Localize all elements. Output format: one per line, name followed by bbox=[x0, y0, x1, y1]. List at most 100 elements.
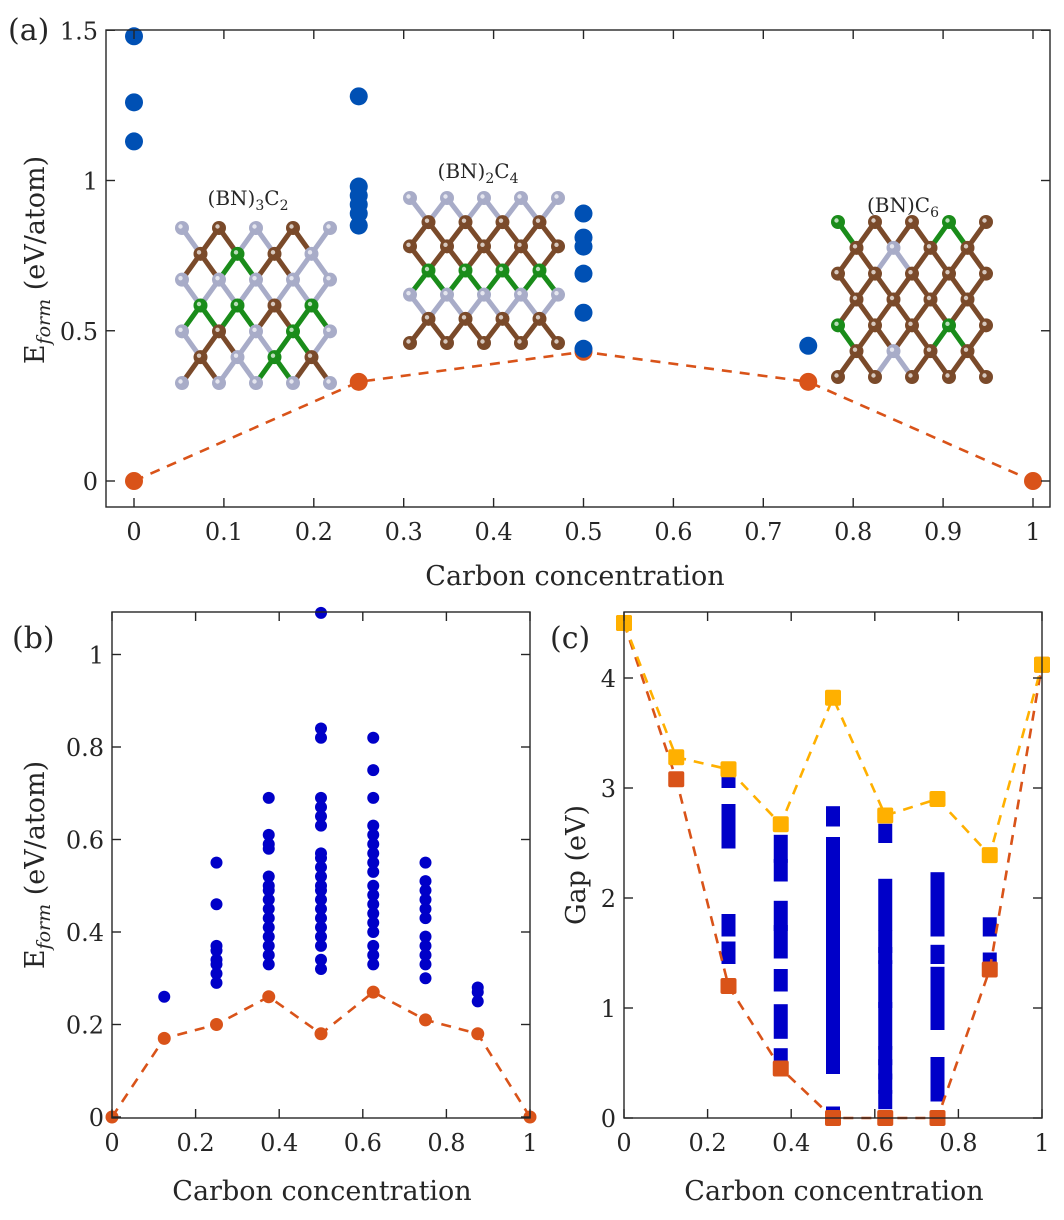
data-point bbox=[720, 978, 737, 994]
data-point bbox=[349, 87, 368, 106]
data-point-band bbox=[878, 1073, 893, 1094]
x-tick-label: 0 bbox=[104, 1129, 119, 1157]
data-point bbox=[349, 372, 368, 391]
data-point bbox=[262, 842, 275, 855]
data-point bbox=[315, 791, 327, 804]
atom-highlight bbox=[480, 290, 485, 296]
data-point bbox=[574, 303, 593, 322]
data-point bbox=[367, 828, 380, 841]
data-point bbox=[981, 961, 998, 978]
data-point-band bbox=[826, 922, 840, 1000]
x-tick-label: 0.8 bbox=[939, 1129, 977, 1157]
data-point bbox=[262, 870, 275, 883]
data-point bbox=[315, 801, 327, 814]
panel-c-x-axis-title: Carbon concentration bbox=[684, 1176, 983, 1207]
atom-highlight bbox=[178, 275, 183, 281]
panel-a-x-axis-title: Carbon concentration bbox=[425, 561, 724, 592]
atom-highlight bbox=[233, 301, 239, 307]
data-point bbox=[367, 916, 380, 929]
data-point bbox=[262, 921, 275, 934]
data-point bbox=[315, 606, 327, 619]
x-tick-label: 1 bbox=[522, 1129, 537, 1157]
data-point-band bbox=[826, 806, 840, 827]
y-tick-label: 2 bbox=[601, 885, 616, 913]
data-point bbox=[262, 990, 276, 1004]
atom-highlight bbox=[270, 353, 276, 358]
data-point bbox=[262, 949, 275, 962]
data-point-band bbox=[826, 837, 840, 879]
data-point-band bbox=[721, 804, 736, 830]
y-tick-label: 1 bbox=[83, 168, 98, 196]
data-point bbox=[367, 764, 380, 777]
x-tick-label: 0.8 bbox=[834, 518, 872, 546]
x-tick-label: 0.6 bbox=[856, 1129, 894, 1157]
y-tick-label: 0 bbox=[601, 1105, 616, 1133]
data-point bbox=[125, 93, 143, 112]
data-point bbox=[471, 995, 484, 1008]
data-point bbox=[471, 986, 484, 999]
atom-highlight bbox=[196, 353, 202, 358]
data-point bbox=[825, 689, 841, 706]
data-point bbox=[315, 722, 327, 735]
data-point-band bbox=[930, 1071, 945, 1102]
data-point bbox=[158, 990, 171, 1003]
data-point-band bbox=[878, 1002, 893, 1050]
y-tick-label: 1.5 bbox=[60, 17, 98, 45]
series-line-convex-hull bbox=[110, 990, 532, 1118]
data-point bbox=[315, 884, 327, 897]
x-tick-label: 0 bbox=[616, 1129, 631, 1157]
atom-highlight bbox=[517, 339, 522, 344]
atom-highlight bbox=[889, 347, 895, 352]
data-point bbox=[877, 807, 894, 824]
data-point bbox=[419, 902, 432, 915]
x-tick-label: 0.2 bbox=[295, 518, 333, 546]
inset-label-sub: 6 bbox=[930, 205, 939, 221]
panel-b-y-axis-title: Eform (eV/atom) bbox=[20, 761, 55, 969]
data-point-band bbox=[773, 1048, 788, 1063]
atom-highlight bbox=[982, 321, 987, 327]
data-point bbox=[262, 828, 275, 841]
inset-label-part: C bbox=[264, 186, 279, 210]
atom-highlight bbox=[307, 250, 313, 255]
data-point bbox=[367, 731, 380, 744]
data-point-band bbox=[930, 1057, 945, 1074]
data-point bbox=[210, 898, 223, 911]
panel-b-marks bbox=[105, 606, 537, 1124]
atom-highlight bbox=[307, 301, 313, 307]
data-point bbox=[1024, 472, 1042, 490]
data-point bbox=[419, 939, 432, 952]
panel-a-frame bbox=[105, 29, 1051, 508]
atom-highlight bbox=[406, 339, 411, 344]
y-tick-label: 0 bbox=[83, 468, 98, 496]
atom-highlight bbox=[554, 339, 559, 344]
atom-highlight bbox=[406, 194, 411, 199]
data-point bbox=[315, 861, 327, 874]
data-point bbox=[772, 1060, 789, 1077]
data-point-band bbox=[878, 823, 893, 843]
data-point bbox=[262, 791, 275, 804]
atom-highlight bbox=[443, 290, 448, 296]
atom-highlight bbox=[889, 295, 895, 301]
inset-label-part: (BN) bbox=[438, 159, 486, 183]
data-point-band bbox=[930, 980, 945, 1030]
atom-highlight bbox=[252, 275, 257, 281]
atom-highlight bbox=[889, 244, 895, 249]
data-point bbox=[315, 893, 327, 906]
data-point bbox=[262, 884, 275, 897]
atom-highlight bbox=[963, 347, 969, 352]
atom-highlight bbox=[480, 339, 485, 344]
y-tick-label: 0.2 bbox=[66, 1012, 104, 1040]
x-tick-label: 0.7 bbox=[744, 518, 782, 546]
atom-highlight bbox=[554, 242, 559, 248]
atom-highlight bbox=[252, 379, 257, 384]
panel-c-label: (c) bbox=[550, 621, 590, 656]
atom-highlight bbox=[945, 269, 950, 275]
x-tick-label: 0.2 bbox=[177, 1129, 215, 1157]
data-point bbox=[349, 216, 368, 235]
x-tick-label: 0 bbox=[126, 518, 141, 546]
panel-a-label: (a) bbox=[8, 13, 49, 48]
y-tick-label: 0.6 bbox=[66, 827, 104, 855]
x-tick-label: 0.5 bbox=[564, 518, 602, 546]
data-point bbox=[574, 264, 593, 283]
